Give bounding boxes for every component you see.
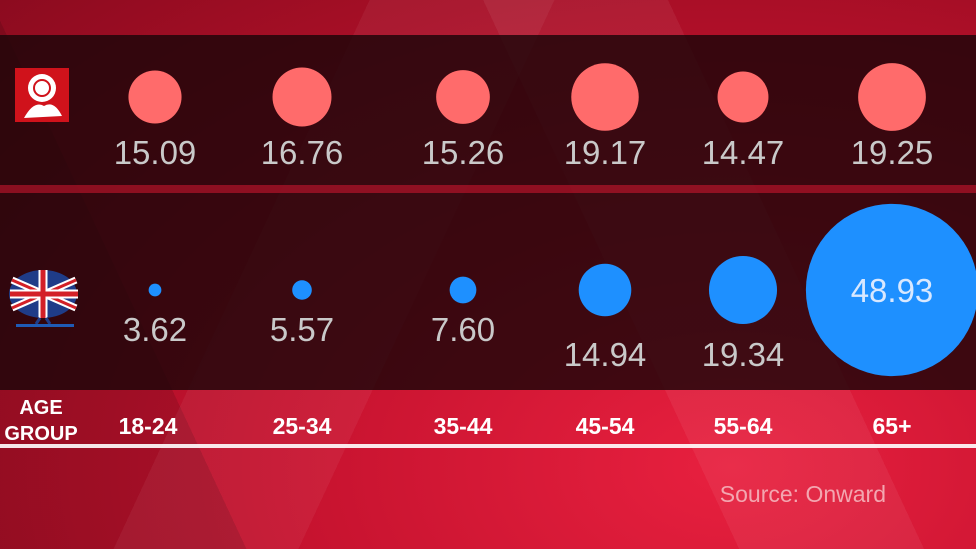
- category-label: 45-54: [576, 413, 635, 439]
- axis-label-line1: AGE: [19, 397, 62, 419]
- bubble: [571, 63, 639, 131]
- bubble: [436, 70, 490, 124]
- labour-rose-logo: [15, 68, 69, 122]
- category-label: 55-64: [714, 413, 773, 439]
- data-label: 5.57: [270, 311, 334, 348]
- bubble: [717, 71, 769, 123]
- bubble: [805, 203, 976, 377]
- data-label: 7.60: [431, 311, 495, 348]
- axis-label-line2: GROUP: [4, 423, 77, 445]
- data-label: 15.09: [114, 134, 197, 171]
- data-label: 16.76: [261, 134, 344, 171]
- row-divider: [0, 185, 976, 193]
- data-label: 19.34: [702, 336, 785, 373]
- bubble: [292, 280, 312, 300]
- bubble: [578, 263, 632, 317]
- bubble: [148, 283, 162, 297]
- bubble: [128, 70, 182, 124]
- axis-line: [0, 444, 976, 448]
- data-label: 14.47: [702, 134, 785, 171]
- bubble: [858, 63, 926, 131]
- data-label: 14.94: [564, 336, 647, 373]
- data-label: 48.93: [851, 272, 934, 309]
- category-label: 65+: [872, 413, 911, 439]
- category-label: 18-24: [119, 413, 178, 439]
- bubble: [272, 67, 332, 127]
- data-label: 19.17: [564, 134, 647, 171]
- category-label: 25-34: [273, 413, 332, 439]
- category-label: 35-44: [434, 413, 493, 439]
- source-note: Source: Onward: [720, 481, 886, 507]
- conservative-tree-logo: [9, 270, 78, 327]
- bubble: [708, 255, 778, 325]
- data-label: 15.26: [422, 134, 505, 171]
- data-label: 19.25: [851, 134, 934, 171]
- data-label: 3.62: [123, 311, 187, 348]
- bubble: [449, 276, 477, 304]
